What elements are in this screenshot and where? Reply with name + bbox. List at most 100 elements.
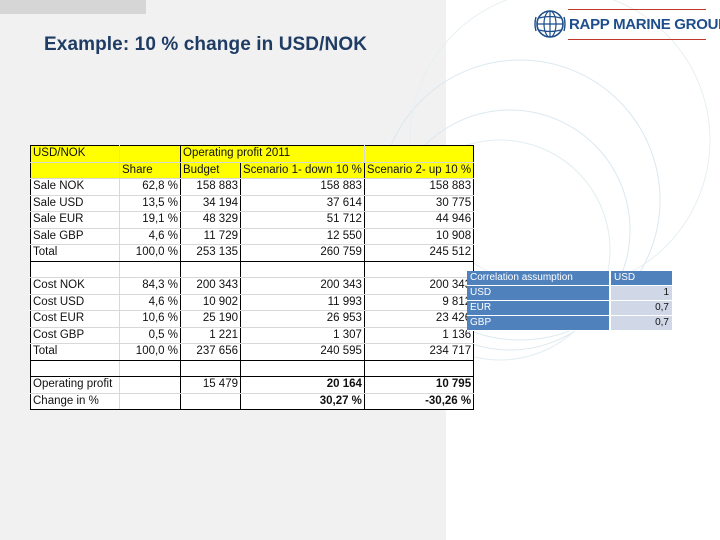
scenario2-cell: 10 908: [363, 227, 475, 245]
empty-cell: [30, 260, 120, 278]
share-cell: 19,1 %: [119, 211, 181, 229]
header-share: Share: [119, 161, 181, 179]
scenario1-cell: 12 550: [240, 227, 365, 245]
budget-cell: 237 656: [180, 343, 241, 361]
budget-cell: 48 329: [180, 211, 241, 229]
correlation-row: USD 1: [467, 285, 672, 301]
correlation-header-row: Correlation assumption USD: [467, 271, 672, 286]
empty-cell: [119, 359, 181, 377]
empty-cell: [240, 359, 365, 377]
row-label: Operating profit: [30, 376, 120, 394]
table-row: Sale NOK 62,8 % 158 883 158 883 158 883: [30, 178, 475, 196]
empty-cell: [240, 260, 365, 278]
scenario1-cell: 200 343: [240, 277, 365, 295]
budget-cell: 158 883: [180, 178, 241, 196]
row-label: GBP: [467, 315, 610, 331]
scenario2-cell: 10 795: [363, 376, 475, 394]
share-cell: 84,3 %: [119, 277, 181, 295]
scenario2-cell: 30 775: [363, 194, 475, 212]
correlation-value: 1: [609, 285, 672, 301]
correlation-value: 0,7: [609, 315, 672, 331]
table-row: Cost EUR 10,6 % 25 190 26 953 23 426: [30, 310, 475, 328]
table-row-total-costs: Total 100,0 % 237 656 240 595 234 717: [30, 343, 475, 361]
scenario2-cell: -30,26 %: [363, 392, 475, 410]
empty-cell: [363, 359, 475, 377]
budget-cell: 10 902: [180, 293, 241, 311]
scenario2-cell: 245 512: [363, 244, 475, 262]
budget-cell: 11 729: [180, 227, 241, 245]
row-label: Sale USD: [30, 194, 120, 212]
scenario1-cell: 26 953: [240, 310, 365, 328]
scenario2-cell: 23 426: [363, 310, 475, 328]
header-budget: Budget: [180, 161, 241, 179]
empty-cell: [119, 260, 181, 278]
scenario1-cell: 240 595: [240, 343, 365, 361]
row-label: EUR: [467, 300, 610, 316]
table-row: Sale EUR 19,1 % 48 329 51 712 44 946: [30, 211, 475, 229]
empty-cell: [180, 392, 241, 410]
scenario2-cell: 200 343: [363, 277, 475, 295]
empty-cell: [363, 260, 475, 278]
correlation-header-label: Correlation assumption: [467, 271, 610, 286]
globe-icon: [534, 10, 566, 38]
scenario1-cell: 30,27 %: [240, 392, 365, 410]
logo-line-bottom: [568, 39, 706, 40]
scenario1-cell: 51 712: [240, 211, 365, 229]
scenario2-cell: 158 883: [363, 178, 475, 196]
budget-cell: 200 343: [180, 277, 241, 295]
table-row-total-sales: Total 100,0 % 253 135 260 759 245 512: [30, 244, 475, 262]
scenario1-cell: 1 307: [240, 326, 365, 344]
correlation-value: 0,7: [609, 300, 672, 316]
table-spacer-row: [30, 359, 475, 377]
share-cell: 0,5 %: [119, 326, 181, 344]
empty-cell: [119, 376, 181, 394]
row-label: Cost NOK: [30, 277, 120, 295]
budget-cell: 15 479: [180, 376, 241, 394]
share-cell: 13,5 %: [119, 194, 181, 212]
scenario1-cell: 260 759: [240, 244, 365, 262]
scenario1-cell: 37 614: [240, 194, 365, 212]
row-label: Sale EUR: [30, 211, 120, 229]
budget-cell: 1 221: [180, 326, 241, 344]
header-empty: [119, 145, 181, 163]
budget-cell: 34 194: [180, 194, 241, 212]
header-empty: [363, 145, 475, 163]
empty-cell: [180, 359, 241, 377]
slide-title: Example: 10 % change in USD/NOK: [44, 34, 368, 55]
header-scenario-2: Scenario 2- up 10 %: [363, 161, 475, 179]
share-cell: 10,6 %: [119, 310, 181, 328]
correlation-row: GBP 0,7: [467, 315, 672, 331]
correlation-table: Correlation assumption USD USD 1 EUR 0,7…: [467, 271, 672, 331]
logo-text: RAPP MARINE GROUP: [569, 16, 720, 33]
scenario1-cell: 20 164: [240, 376, 365, 394]
table-header-row-2: Share Budget Scenario 1- down 10 % Scena…: [30, 161, 475, 179]
company-logo: RAPP MARINE GROUP: [534, 8, 720, 40]
row-label: Cost EUR: [30, 310, 120, 328]
share-cell: 100,0 %: [119, 244, 181, 262]
row-label: Cost USD: [30, 293, 120, 311]
header-operating-profit: Operating profit 2011: [180, 145, 365, 163]
table-row: Cost USD 4,6 % 10 902 11 993 9 812: [30, 293, 475, 311]
empty-cell: [30, 359, 120, 377]
table-row-operating-profit: Operating profit 15 479 20 164 10 795: [30, 376, 475, 394]
budget-cell: 25 190: [180, 310, 241, 328]
table-row: Sale USD 13,5 % 34 194 37 614 30 775: [30, 194, 475, 212]
correlation-header-col: USD: [609, 271, 672, 286]
share-cell: 4,6 %: [119, 227, 181, 245]
budget-cell: 253 135: [180, 244, 241, 262]
share-cell: 62,8 %: [119, 178, 181, 196]
share-cell: 4,6 %: [119, 293, 181, 311]
table-row: Cost NOK 84,3 % 200 343 200 343 200 343: [30, 277, 475, 295]
table-row: Cost GBP 0,5 % 1 221 1 307 1 136: [30, 326, 475, 344]
usd-nok-sensitivity-table: USD/NOK Operating profit 2011 Share Budg…: [30, 145, 475, 410]
scenario1-cell: 158 883: [240, 178, 365, 196]
row-label: Sale GBP: [30, 227, 120, 245]
share-cell: 100,0 %: [119, 343, 181, 361]
table-header-row-1: USD/NOK Operating profit 2011: [30, 145, 475, 163]
header-scenario-1: Scenario 1- down 10 %: [240, 161, 365, 179]
table-spacer-row: [30, 260, 475, 278]
row-label: Change in %: [30, 392, 120, 410]
correlation-row: EUR 0,7: [467, 300, 672, 316]
empty-cell: [180, 260, 241, 278]
scenario2-cell: 9 812: [363, 293, 475, 311]
